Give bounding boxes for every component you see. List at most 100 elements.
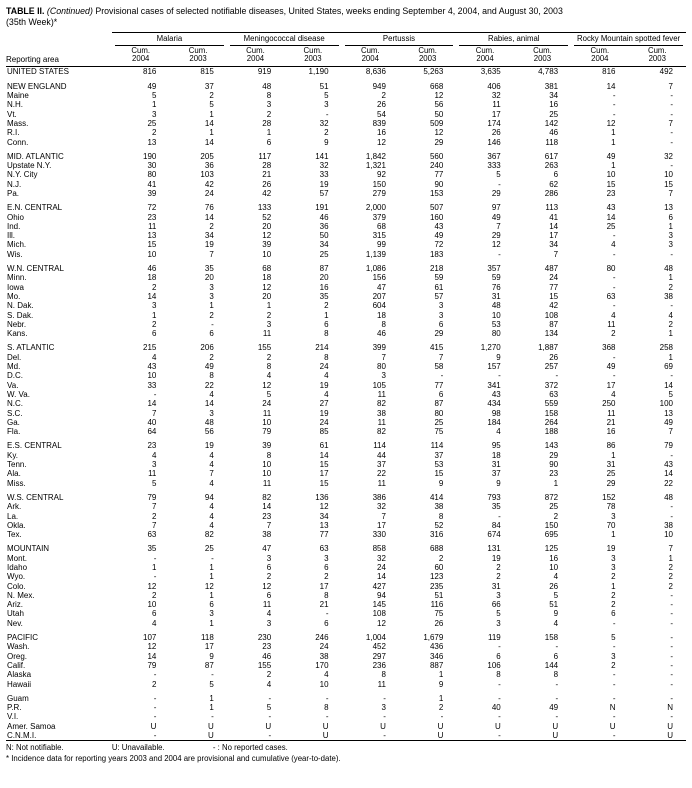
value-cell: 16 bbox=[549, 100, 559, 110]
value-cell: 17 bbox=[319, 469, 329, 479]
value-cell: - bbox=[612, 693, 616, 703]
value-cell: - bbox=[670, 651, 673, 661]
value-cell: 3 bbox=[611, 562, 616, 572]
value-cell: 22 bbox=[377, 469, 386, 479]
value-cell: - bbox=[670, 633, 673, 643]
value-cell: 1 bbox=[209, 618, 214, 628]
value-cell: 43 bbox=[491, 389, 501, 399]
table-row: E.N. CENTRAL 72 76 133 191 2,000 507 97 113 43 13 bbox=[6, 203, 686, 212]
value-cell: 94 bbox=[377, 590, 386, 600]
table-row: Maine 5 2 8 5 2 12 32 34 - - bbox=[6, 91, 686, 100]
value-cell: 2 bbox=[209, 352, 214, 362]
value-cell: 52 bbox=[434, 520, 444, 530]
value-cell: 59 bbox=[491, 273, 501, 283]
reporting-area-cell: Mich. bbox=[7, 240, 27, 250]
value-cell: 5 bbox=[553, 590, 559, 600]
table-row: Mich. 15 19 39 34 99 72 12 34 4 3 bbox=[6, 240, 686, 249]
year-label: 2003 bbox=[189, 54, 207, 64]
value-cell: 8 bbox=[553, 670, 559, 680]
table-row: Calif. 79 87 155 170 236 887 106 144 2 - bbox=[6, 661, 686, 670]
value-cell: 11 bbox=[262, 329, 272, 339]
value-cell: 143 bbox=[544, 441, 559, 451]
value-cell: 8 bbox=[324, 329, 329, 339]
value-cell: 10 bbox=[262, 460, 272, 470]
value-cell: 85 bbox=[319, 427, 329, 437]
value-cell: 16 bbox=[377, 128, 386, 138]
value-cell: 11 bbox=[148, 221, 157, 231]
value-cell: 38 bbox=[319, 651, 329, 661]
value-cell: 6 bbox=[324, 618, 329, 628]
value-cell: 155 bbox=[257, 343, 272, 353]
value-cell: 3 bbox=[266, 319, 272, 329]
reporting-area-header: Reporting area bbox=[6, 32, 112, 68]
value-cell: 17 bbox=[377, 520, 386, 530]
value-cell: 4 bbox=[151, 352, 157, 362]
value-cell: 155 bbox=[257, 660, 272, 670]
value-cell: - bbox=[153, 389, 157, 399]
value-cell: 3 bbox=[151, 109, 157, 119]
value-cell: - bbox=[670, 693, 673, 703]
reporting-area-cell: Wis. bbox=[7, 249, 23, 259]
value-cell: - bbox=[670, 511, 673, 521]
reporting-area-cell: Upstate N.Y. bbox=[7, 161, 52, 171]
value-cell: 24 bbox=[377, 562, 386, 572]
reporting-area-cell: Ohio bbox=[7, 212, 24, 222]
value-cell: 1,321 bbox=[365, 161, 386, 171]
value-cell: 235 bbox=[429, 581, 444, 591]
table-row: Del. 4 2 2 8 7 7 9 26 - 1 bbox=[6, 353, 686, 362]
subcolumn-header: Cum. 2004 bbox=[226, 45, 285, 68]
value-cell: - bbox=[612, 731, 616, 741]
value-cell: 174 bbox=[487, 118, 501, 128]
value-cell: 6 bbox=[438, 319, 444, 329]
value-cell: 31 bbox=[491, 581, 501, 591]
table-row: Guam - 1 - - - 1 - - - - bbox=[6, 694, 686, 703]
value-cell: 19 bbox=[606, 544, 616, 554]
value-cell: 23 bbox=[262, 642, 272, 652]
value-cell: 158 bbox=[544, 633, 559, 643]
value-cell: 4 bbox=[324, 670, 329, 680]
value-cell: 8 bbox=[209, 371, 214, 381]
value-cell: 152 bbox=[602, 492, 616, 502]
value-cell: - bbox=[670, 600, 673, 610]
value-cell: 35 bbox=[204, 264, 214, 274]
value-cell: 6 bbox=[553, 651, 559, 661]
value-cell: 38 bbox=[664, 291, 673, 301]
value-cell: 1 bbox=[611, 450, 616, 460]
value-cell: - bbox=[268, 712, 272, 722]
reporting-area-cell: N. Dak. bbox=[7, 301, 34, 311]
value-cell: 19 bbox=[319, 179, 329, 189]
value-cell: 3 bbox=[496, 590, 501, 600]
table-row: W. Va. - 4 5 4 11 6 43 63 4 5 bbox=[6, 390, 686, 399]
value-cell: 346 bbox=[429, 651, 444, 661]
value-cell: 61 bbox=[319, 441, 329, 451]
value-cell: 4 bbox=[209, 520, 214, 530]
value-cell: - bbox=[670, 679, 673, 689]
value-cell: 36 bbox=[319, 221, 329, 231]
value-cell: 117 bbox=[258, 151, 272, 161]
value-cell: 49 bbox=[491, 212, 501, 222]
reporting-area-cell: Minn. bbox=[7, 273, 27, 283]
value-cell: 60 bbox=[434, 562, 444, 572]
value-cell: 51 bbox=[434, 590, 444, 600]
value-cell: 427 bbox=[372, 581, 386, 591]
value-cell: 2 bbox=[266, 670, 272, 680]
reporting-area-cell: Ariz. bbox=[7, 600, 23, 610]
table-row: S.C. 7 3 11 19 38 80 98 158 11 13 bbox=[6, 409, 686, 418]
value-cell: - bbox=[612, 712, 616, 722]
reporting-area-cell: Alaska bbox=[7, 670, 32, 680]
value-cell: U bbox=[667, 731, 673, 741]
reporting-area-cell: Maine bbox=[7, 91, 29, 101]
value-cell: 17 bbox=[491, 109, 501, 119]
value-cell: 12 bbox=[434, 91, 444, 101]
value-cell: 29 bbox=[434, 329, 444, 339]
value-cell: 1,270 bbox=[480, 343, 501, 353]
value-cell: 4 bbox=[324, 389, 329, 399]
value-cell: 103 bbox=[200, 170, 214, 180]
value-cell: 116 bbox=[430, 600, 444, 610]
reporting-area-cell: Ga. bbox=[7, 417, 20, 427]
value-cell: - bbox=[498, 731, 501, 741]
value-cell: - bbox=[325, 609, 329, 619]
value-cell: 560 bbox=[429, 151, 444, 161]
reporting-area-cell: PACIFIC bbox=[7, 633, 38, 643]
value-cell: 133 bbox=[257, 203, 272, 213]
